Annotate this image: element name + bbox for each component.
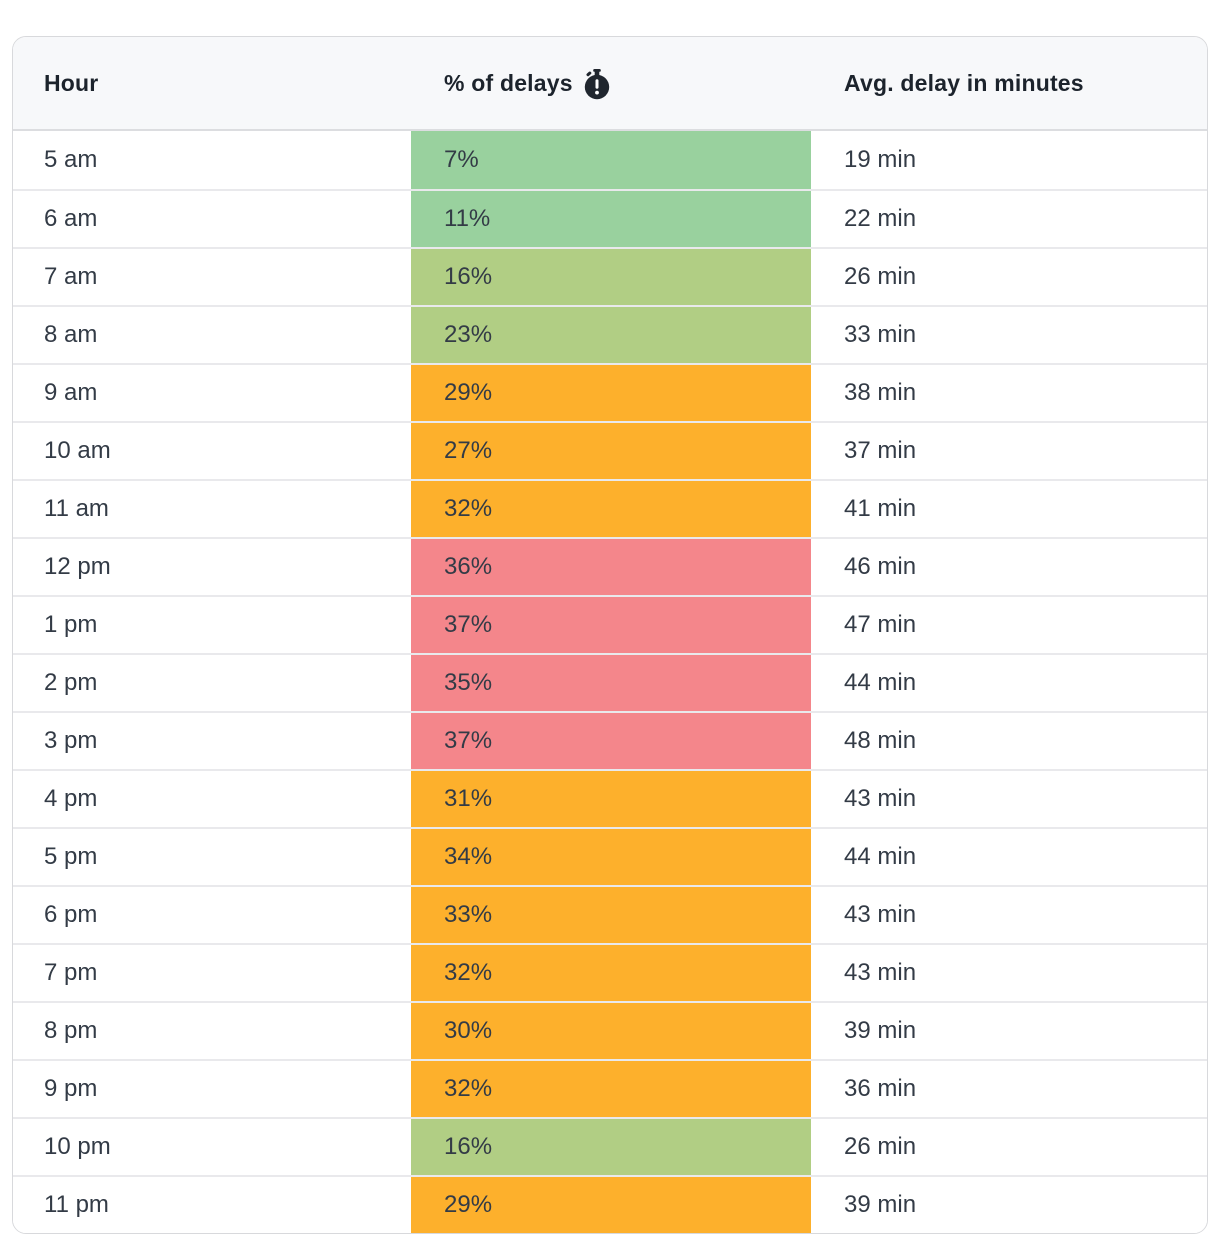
hour-cell: 7 pm: [44, 959, 98, 986]
hour-cell: 9 am: [44, 379, 98, 406]
column-header-delays: % of delays: [411, 68, 811, 99]
table-row: 10 am 27% 37 min: [13, 421, 1207, 479]
delay-pct-cell: 16%: [411, 249, 811, 305]
avg-delay-cell: 38 min: [844, 379, 917, 406]
hour-cell: 6 pm: [44, 901, 98, 928]
hour-cell: 10 am: [44, 437, 111, 464]
column-header-avg-delay: Avg. delay in minutes: [811, 70, 1207, 97]
delay-pct-cell: 7%: [411, 131, 811, 189]
delay-pct-cell: 37%: [411, 713, 811, 769]
hour-cell: 7 am: [44, 263, 98, 290]
delay-table-card: Hour % of delays: [12, 36, 1208, 1234]
delay-pct-cell: 34%: [411, 829, 811, 885]
delay-pct-cell: 23%: [411, 307, 811, 363]
table-row: 11 am 32% 41 min: [13, 479, 1207, 537]
delay-pct-cell: 36%: [411, 539, 811, 595]
avg-delay-cell: 36 min: [844, 1075, 917, 1102]
delay-pct-cell: 30%: [411, 1003, 811, 1059]
delay-pct-cell: 29%: [411, 365, 811, 421]
hour-cell: 11 am: [44, 495, 109, 522]
avg-delay-cell: 26 min: [844, 1133, 917, 1160]
hour-cell: 5 pm: [44, 843, 98, 870]
hour-cell: 1 pm: [44, 611, 98, 638]
table-row: 5 am 7% 19 min: [13, 131, 1207, 189]
column-header-avg-delay-label: Avg. delay in minutes: [844, 69, 1084, 96]
delay-pct-cell: 11%: [411, 191, 811, 247]
avg-delay-cell: 47 min: [844, 611, 917, 638]
delay-pct-cell: 33%: [411, 887, 811, 943]
hour-cell: 11 pm: [44, 1191, 109, 1218]
table-row: 3 pm 37% 48 min: [13, 711, 1207, 769]
avg-delay-cell: 39 min: [844, 1017, 917, 1044]
hour-cell: 12 pm: [44, 553, 111, 580]
avg-delay-cell: 39 min: [844, 1191, 917, 1218]
avg-delay-cell: 44 min: [844, 843, 917, 870]
table-body: 5 am 7% 19 min 6 am 11% 22 min 7 am 16% …: [13, 131, 1207, 1233]
table-row: 10 pm 16% 26 min: [13, 1117, 1207, 1175]
avg-delay-cell: 48 min: [844, 727, 917, 754]
table-row: 6 pm 33% 43 min: [13, 885, 1207, 943]
table-row: 9 pm 32% 36 min: [13, 1059, 1207, 1117]
column-header-delays-label: % of delays: [444, 69, 573, 96]
table-row: 8 am 23% 33 min: [13, 305, 1207, 363]
avg-delay-cell: 41 min: [844, 495, 917, 522]
table-header: Hour % of delays: [13, 37, 1207, 131]
delay-pct-cell: 27%: [411, 423, 811, 479]
table-row: 4 pm 31% 43 min: [13, 769, 1207, 827]
delay-pct-cell: 35%: [411, 655, 811, 711]
hour-cell: 5 am: [44, 146, 98, 173]
avg-delay-cell: 19 min: [844, 146, 917, 173]
hour-cell: 6 am: [44, 205, 98, 232]
delay-pct-cell: 16%: [411, 1119, 811, 1175]
hour-cell: 8 am: [44, 321, 98, 348]
hour-cell: 3 pm: [44, 727, 98, 754]
table-row: 11 pm 29% 39 min: [13, 1175, 1207, 1233]
table-row: 7 pm 32% 43 min: [13, 943, 1207, 1001]
avg-delay-cell: 43 min: [844, 785, 917, 812]
delay-pct-cell: 32%: [411, 1061, 811, 1117]
table-row: 7 am 16% 26 min: [13, 247, 1207, 305]
delay-pct-cell: 32%: [411, 481, 811, 537]
table-row: 1 pm 37% 47 min: [13, 595, 1207, 653]
delay-pct-cell: 37%: [411, 597, 811, 653]
hour-cell: 8 pm: [44, 1017, 98, 1044]
table-row: 2 pm 35% 44 min: [13, 653, 1207, 711]
avg-delay-cell: 44 min: [844, 669, 917, 696]
avg-delay-cell: 26 min: [844, 263, 917, 290]
table-row: 12 pm 36% 46 min: [13, 537, 1207, 595]
table-row: 9 am 29% 38 min: [13, 363, 1207, 421]
stopwatch-alert-icon[interactable]: [584, 68, 610, 100]
column-header-hour: Hour: [13, 70, 411, 97]
hour-cell: 10 pm: [44, 1133, 111, 1160]
hour-cell: 4 pm: [44, 785, 98, 812]
hour-cell: 2 pm: [44, 669, 98, 696]
delay-pct-cell: 32%: [411, 945, 811, 1001]
hour-cell: 9 pm: [44, 1075, 98, 1102]
avg-delay-cell: 46 min: [844, 553, 917, 580]
avg-delay-cell: 43 min: [844, 901, 917, 928]
avg-delay-cell: 37 min: [844, 437, 917, 464]
table-row: 5 pm 34% 44 min: [13, 827, 1207, 885]
table-row: 8 pm 30% 39 min: [13, 1001, 1207, 1059]
delay-pct-cell: 29%: [411, 1177, 811, 1233]
table-row: 6 am 11% 22 min: [13, 189, 1207, 247]
avg-delay-cell: 22 min: [844, 205, 917, 232]
avg-delay-cell: 33 min: [844, 321, 917, 348]
column-header-hour-label: Hour: [44, 69, 99, 96]
avg-delay-cell: 43 min: [844, 959, 917, 986]
delay-pct-cell: 31%: [411, 771, 811, 827]
